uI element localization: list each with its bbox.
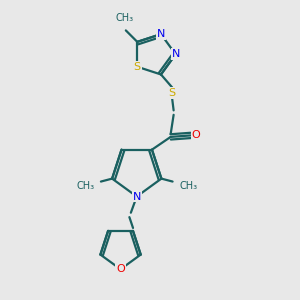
Text: N: N [133, 191, 141, 202]
Text: O: O [192, 130, 200, 140]
Text: N: N [171, 49, 180, 59]
Text: CH₃: CH₃ [76, 181, 94, 191]
Text: N: N [157, 29, 165, 39]
Text: S: S [169, 88, 176, 98]
Text: CH₃: CH₃ [179, 181, 197, 191]
Text: O: O [116, 264, 125, 274]
Text: S: S [134, 62, 141, 72]
Text: CH₃: CH₃ [115, 13, 134, 23]
